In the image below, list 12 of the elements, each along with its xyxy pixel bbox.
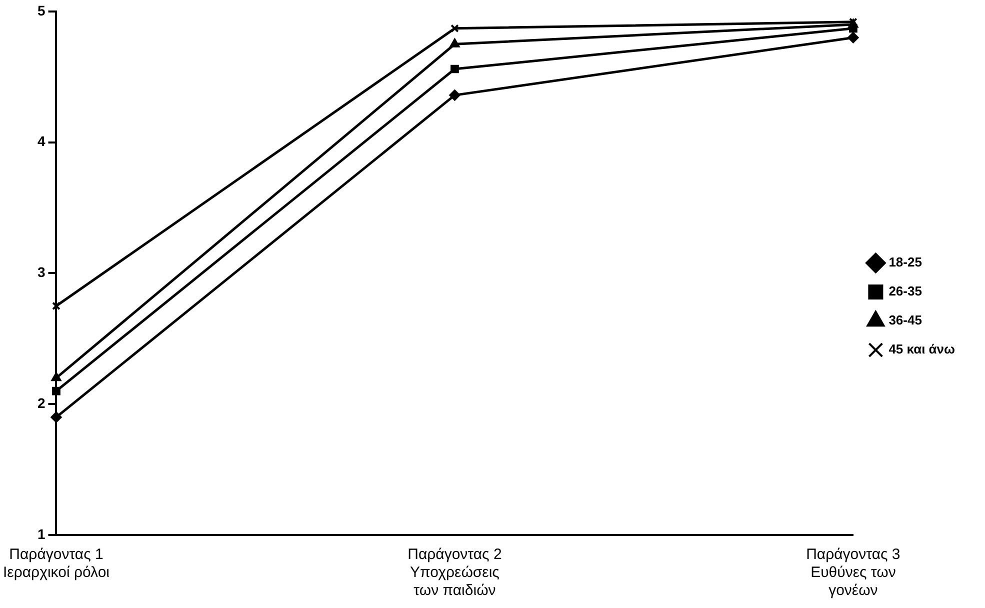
legend-label: 36-45	[888, 312, 922, 328]
legend-label: 45 και άνω	[888, 342, 956, 357]
y-tick-label: 3	[37, 264, 46, 280]
legend-label: 18-25	[888, 254, 922, 270]
x-tick-label: Παράγοντας 3 Ευθύνες των γονέων	[806, 546, 900, 600]
x-tick-label: Παράγοντας 1 Ιεραρχικοί ρόλοι	[2, 546, 110, 582]
legend-label: 26-35	[888, 284, 922, 299]
y-tick-label: 5	[37, 2, 46, 18]
x-tick-label: Παράγοντας 2 Υποχρεώσεις των παιδιών	[408, 546, 502, 600]
y-tick-label: 2	[37, 394, 46, 411]
y-tick-label: 1	[37, 526, 46, 542]
y-tick-label: 4	[37, 133, 46, 150]
